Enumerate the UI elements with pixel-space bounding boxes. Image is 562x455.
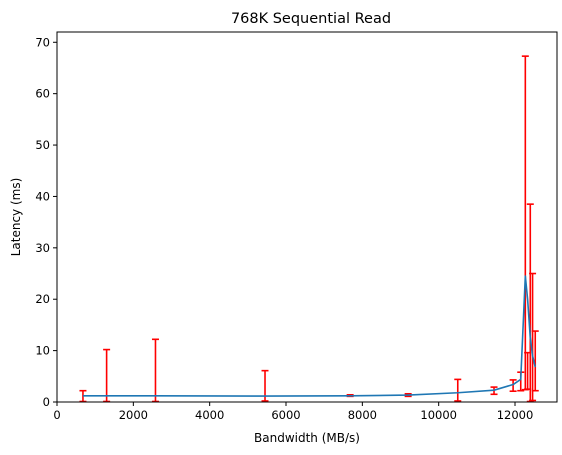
y-tick-label: 20 xyxy=(35,292,50,306)
chart-title: 768K Sequential Read xyxy=(231,11,391,27)
errorbar xyxy=(509,379,517,393)
errorbar xyxy=(151,338,159,403)
y-tick-label: 40 xyxy=(35,189,50,203)
plot-frame xyxy=(56,31,558,403)
axes: 0 2000 4000 6000 8000 10000 12000 0 10 20 30 40 50 60… xyxy=(35,35,533,422)
x-tick-label: 0 xyxy=(53,408,60,422)
y-tick-label: 50 xyxy=(35,138,50,152)
errorbars xyxy=(79,55,539,403)
y-tick-label: 60 xyxy=(35,87,50,101)
x-tick-label: 4000 xyxy=(195,408,224,422)
x-tick-label: 2000 xyxy=(119,408,148,422)
errorbar xyxy=(103,348,111,403)
y-tick-label: 10 xyxy=(35,344,50,358)
x-tick-label: 12000 xyxy=(497,408,534,422)
errorbar xyxy=(454,378,462,402)
x-tick-label: 6000 xyxy=(271,408,300,422)
y-tick-label: 30 xyxy=(35,241,50,255)
y-tick-label: 0 xyxy=(43,395,50,409)
errorbar xyxy=(529,272,537,402)
errorbar xyxy=(531,330,539,392)
series-lines xyxy=(82,275,537,397)
series-line xyxy=(82,275,537,397)
x-tick-label: 8000 xyxy=(348,408,377,422)
x-axis-label: Bandwidth (MB/s) xyxy=(254,431,360,445)
y-axis-label: Latency (ms) xyxy=(9,178,23,257)
x-tick-label: 10000 xyxy=(420,408,457,422)
y-tick-label: 70 xyxy=(35,35,50,49)
errorbar xyxy=(526,203,534,403)
